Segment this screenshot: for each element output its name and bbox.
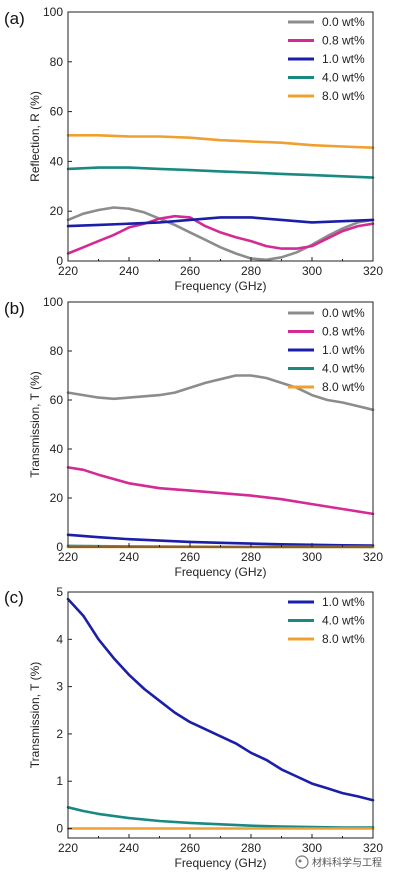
y-tick-label: 0 (56, 254, 63, 268)
y-tick-label: 100 (43, 295, 63, 309)
y-tick-label: 80 (50, 344, 64, 358)
series-line-0-8-wt- (66, 214, 375, 255)
series-line-0-0-wt- (66, 374, 375, 412)
legend: 0.0 wt% 0.8 wt% 1.0 wt% 4.0 wt% 8.0 wt% (288, 306, 365, 394)
y-tick-label: 80 (50, 55, 64, 69)
series-line-1-0-wt- (66, 597, 375, 802)
legend-entry: 0.8 wt% (322, 325, 365, 339)
y-tick-label: 0 (56, 822, 63, 836)
y-axis-title: Transmission, T (%) (28, 371, 42, 477)
x-tick-label: 280 (241, 264, 261, 278)
series-line-4-0-wt- (66, 805, 375, 829)
y-tick-label: 2 (56, 727, 63, 741)
y-axis-title: Transmission, T (%) (28, 662, 42, 768)
legend-entry: 0.0 wt% (322, 306, 365, 320)
y-tick-label: 1 (56, 774, 63, 788)
x-tick-label: 300 (302, 264, 322, 278)
legend-entry: 8.0 wt% (322, 380, 365, 394)
x-tick-label: 260 (180, 841, 200, 855)
x-tick-label: 320 (363, 550, 383, 564)
y-tick-label: 20 (50, 491, 64, 505)
legend-entry: 1.0 wt% (322, 595, 365, 609)
legend-entry: 0.0 wt% (322, 15, 365, 29)
y-tick-label: 5 (56, 585, 63, 599)
x-tick-label: 280 (241, 550, 261, 564)
x-tick-label: 320 (363, 841, 383, 855)
x-tick-label: 260 (180, 264, 200, 278)
y-tick-label: 40 (50, 154, 64, 168)
x-tick-label: 320 (363, 264, 383, 278)
x-tick-label: 240 (119, 264, 139, 278)
series-line-0-8-wt- (66, 466, 375, 516)
y-tick-label: 0 (56, 540, 63, 554)
x-axis-title: Frequency (GHz) (174, 856, 266, 870)
plot-frame (67, 591, 374, 839)
x-tick-label: 240 (119, 841, 139, 855)
legend-entry: 8.0 wt% (322, 632, 365, 646)
legend-entry: 4.0 wt% (322, 71, 365, 85)
x-tick-label: 220 (58, 264, 78, 278)
y-tick-label: 60 (50, 105, 64, 119)
plot-frame (67, 301, 374, 548)
legend-entry: 1.0 wt% (322, 52, 365, 66)
y-tick-label: 100 (43, 5, 63, 19)
legend: 0.0 wt% 0.8 wt% 1.0 wt% 4.0 wt% 8.0 wt% (288, 15, 365, 103)
y-axis-title: Reflection, R (%) (28, 91, 42, 182)
y-tick-label: 20 (50, 204, 64, 218)
x-axis-title: Frequency (GHz) (174, 279, 266, 293)
x-tick-label: 220 (58, 550, 78, 564)
panel-a: 220 240 260 280 300 320 0 20 40 60 80 100 Frequency … (4, 5, 383, 293)
legend-entry: 0.8 wt% (322, 34, 365, 48)
legend-entry: 1.0 wt% (322, 343, 365, 357)
panel-b: 220 240 260 280 300 320 0 20 40 60 80 100 Frequency … (4, 295, 383, 579)
legend: 1.0 wt% 4.0 wt% 8.0 wt% (288, 595, 365, 646)
x-axis-title: Frequency (GHz) (174, 565, 266, 579)
panel-label: (c) (4, 588, 24, 607)
watermark-logo-dot (298, 859, 302, 863)
watermark-logo-icon (295, 855, 309, 869)
legend-entry: 8.0 wt% (322, 89, 365, 103)
x-tick-label: 240 (119, 550, 139, 564)
y-tick-label: 3 (56, 680, 63, 694)
panel-label: (a) (4, 9, 25, 28)
series-line-1-0-wt- (66, 533, 375, 547)
series-line-0-0-wt- (66, 206, 375, 262)
watermark: 材料科学与工程 (295, 855, 382, 869)
x-tick-label: 300 (302, 841, 322, 855)
x-tick-label: 220 (58, 841, 78, 855)
panel-c: 220 240 260 280 300 320 0 1 2 3 4 5 Frequency (GHz) T… (4, 585, 383, 870)
x-tick-label: 260 (180, 550, 200, 564)
legend-entry: 4.0 wt% (322, 614, 365, 628)
watermark-text: 材料科学与工程 (312, 856, 382, 869)
series-line-8-0-wt- (66, 134, 375, 149)
panel-label: (b) (4, 299, 25, 318)
x-tick-label: 300 (302, 550, 322, 564)
series-line-4-0-wt- (66, 166, 375, 179)
x-tick-label: 280 (241, 841, 261, 855)
series-line-1-0-wt- (66, 216, 375, 228)
y-tick-label: 4 (56, 632, 63, 646)
y-tick-label: 60 (50, 393, 64, 407)
y-tick-label: 40 (50, 442, 64, 456)
legend-entry: 4.0 wt% (322, 362, 365, 376)
